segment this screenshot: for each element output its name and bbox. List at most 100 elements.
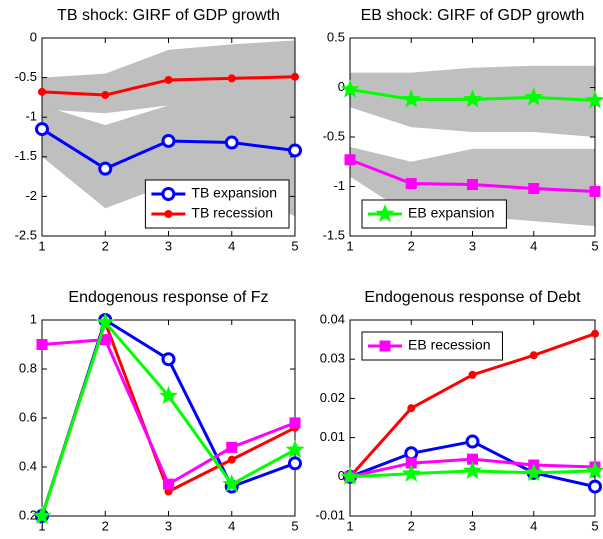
marker (161, 352, 176, 367)
chart-title: Endogenous response of Debt (364, 289, 581, 306)
y-tick-label: -0.5 (323, 128, 345, 143)
x-tick-label: 2 (102, 238, 109, 253)
y-tick-label: 0.2 (19, 507, 37, 522)
marker (101, 91, 110, 100)
chart-title: Endogenous response of Fz (68, 289, 268, 306)
marker (285, 439, 305, 458)
marker (407, 404, 416, 413)
x-tick-label: 5 (291, 238, 298, 253)
y-tick-label: 0.5 (327, 29, 345, 44)
x-tick-label: 1 (346, 238, 353, 253)
marker (588, 479, 602, 494)
x-tick-label: 2 (102, 518, 109, 533)
panel: Endogenous response of Debt 1 2 3 4 5 -0.01 0 0.… (315, 289, 603, 533)
y-tick-label: -1 (333, 178, 345, 193)
marker (401, 463, 421, 482)
y-tick-label: -2 (25, 188, 37, 203)
y-tick-label: 0.01 (320, 429, 345, 444)
marker (227, 455, 236, 464)
marker (35, 122, 49, 137)
y-tick-label: 0 (30, 29, 37, 44)
marker (38, 87, 46, 96)
x-tick-label: 4 (228, 238, 235, 253)
x-tick-label: 3 (165, 518, 172, 533)
marker (95, 312, 115, 331)
marker (467, 179, 478, 191)
marker (463, 89, 482, 108)
marker (226, 441, 238, 453)
y-tick-label: -1.5 (15, 148, 37, 163)
marker (161, 133, 176, 148)
y-tick-label: -2.5 (15, 227, 37, 242)
legend: EB expansion (361, 199, 507, 229)
marker (164, 210, 173, 218)
x-tick-label: 1 (38, 238, 45, 253)
y-tick-label: -1 (25, 109, 37, 124)
y-tick-label: -0.01 (315, 507, 345, 522)
x-tick-label: 4 (228, 518, 235, 533)
marker (289, 417, 301, 429)
x-tick-label: 2 (408, 518, 415, 533)
marker (99, 334, 111, 346)
marker (524, 462, 544, 481)
marker (468, 370, 477, 379)
x-tick-label: 4 (530, 518, 537, 533)
y-tick-label: 0.4 (19, 458, 37, 473)
x-tick-label: 5 (291, 518, 298, 533)
y-tick-label: 0.6 (19, 409, 37, 424)
marker (585, 460, 603, 479)
x-tick-label: 1 (38, 518, 45, 533)
marker (340, 79, 360, 98)
x-tick-label: 5 (591, 238, 598, 253)
y-tick-label: 0 (338, 468, 345, 483)
marker (227, 74, 236, 83)
y-tick-label: 0.03 (320, 351, 345, 366)
marker (585, 90, 603, 109)
y-tick-label: -1.5 (323, 227, 345, 242)
marker (375, 204, 395, 223)
marker (98, 161, 113, 176)
marker (463, 460, 482, 479)
x-tick-label: 3 (469, 518, 476, 533)
marker (524, 87, 544, 106)
panel: TB shock: GIRF of GDP growth 1 2 3 4 5 -2.5 -2 -… (15, 7, 302, 253)
marker (161, 187, 176, 201)
marker (528, 182, 540, 194)
x-tick-label: 5 (591, 518, 598, 533)
chart-title: EB shock: GIRF of GDP growth (361, 7, 585, 24)
marker (288, 456, 302, 471)
legend-label: TB expansion (191, 185, 277, 201)
marker (344, 154, 356, 166)
marker (465, 434, 480, 449)
marker (467, 453, 478, 465)
legend: EB recession (361, 331, 503, 361)
y-tick-label: 1 (30, 311, 37, 326)
panel: Endogenous response of Fz 1 2 3 4 5 0.2 0.4 0.6 0… (19, 289, 305, 533)
x-tick-label: 2 (408, 238, 415, 253)
marker (405, 178, 417, 190)
legend: TB expansion TB recession (144, 179, 290, 229)
legend-label: EB recession (408, 337, 490, 353)
legend-label: TB recession (191, 205, 273, 221)
marker (291, 72, 299, 81)
marker (340, 466, 360, 485)
x-tick-label: 4 (530, 238, 537, 253)
y-tick-label: 0.04 (320, 311, 345, 326)
marker (589, 185, 601, 197)
marker (401, 89, 421, 108)
marker (36, 339, 48, 350)
marker (405, 457, 417, 469)
x-tick-label: 3 (165, 238, 172, 253)
marker (591, 329, 599, 338)
marker (164, 75, 173, 84)
marker (222, 474, 242, 493)
marker (224, 135, 239, 150)
x-tick-label: 1 (346, 518, 353, 533)
marker (159, 386, 178, 404)
y-tick-label: -0.5 (15, 69, 37, 84)
chart-title: TB shock: GIRF of GDP growth (57, 7, 280, 24)
marker (379, 340, 391, 352)
marker (529, 351, 538, 360)
marker (163, 478, 174, 490)
